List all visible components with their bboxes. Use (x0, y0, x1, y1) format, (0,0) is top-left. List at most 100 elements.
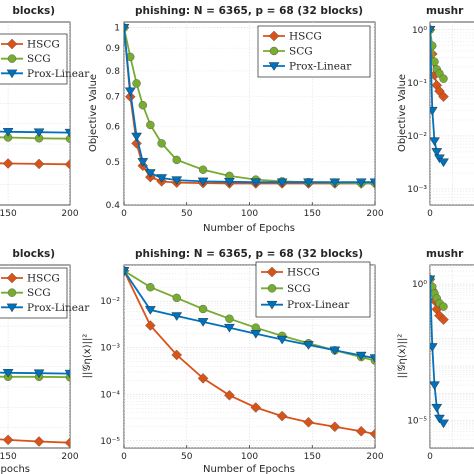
data-point-prox-linear (250, 178, 262, 188)
legend-label: Prox-Linear (27, 68, 90, 80)
axes-box (429, 21, 474, 206)
data-point-prox-linear (224, 323, 235, 333)
x-tick-label: 150 (304, 209, 321, 219)
y-tick-label: 0.7 (106, 93, 120, 103)
x-tick-label: 0 (427, 209, 433, 219)
data-point-prox-linear (430, 137, 440, 146)
data-point-scg (65, 134, 70, 143)
data-point-hscg (171, 349, 182, 361)
legend-label: HSCG (27, 273, 60, 285)
x-tick-label: 150 (0, 209, 17, 219)
y-tick-label: 10⁰ (412, 26, 427, 36)
legend-marker (6, 303, 18, 313)
data-point-prox-linear (144, 306, 156, 315)
data-point-prox-linear (2, 128, 14, 137)
y-tick-label: 10⁻⁵ (100, 437, 120, 447)
panel-phishing-objective: 0 50 100 150 200 0.4 0.5 0.6 0.7 0.8 0.9 1 phishing:… (88, 5, 384, 234)
data-point-hscg (64, 159, 70, 170)
data-point-hscg (276, 410, 288, 422)
x-tick-label: 50 (181, 452, 193, 462)
x-tick-label: 0 (121, 452, 127, 462)
x-tick-label: 150 (304, 452, 321, 462)
data-point-prox-linear (434, 414, 445, 424)
data-point-prox-linear (224, 178, 235, 187)
x-tick-label: 200 (61, 452, 78, 462)
legend-marker (266, 266, 278, 278)
legend-label: SCG (289, 46, 313, 58)
data-point-scg (172, 293, 181, 303)
data-point-prox-linear (137, 158, 149, 167)
data-point-prox-linear (355, 178, 367, 188)
x-tick-label: 100 (241, 452, 258, 462)
legend-marker (267, 284, 277, 293)
data-point-prox-linear (171, 176, 183, 185)
panel-mushrooms-objective: 0 10⁻³ 10⁻² 10⁻¹ 10⁰ mushr Objective Value (397, 5, 474, 219)
data-point-prox-linear (144, 169, 156, 178)
x-tick-label: 150 (0, 452, 17, 462)
data-point-prox-linear (171, 312, 183, 321)
y-tick-label: 10⁻² (407, 132, 427, 142)
data-point-prox-linear (33, 369, 45, 379)
data-point-scg (225, 314, 234, 323)
panel-title: mushr (426, 248, 464, 260)
legend: HSCG SCG Prox-Linear (257, 25, 371, 78)
data-point-hscg (145, 320, 156, 331)
y-axis-label: ||𝒢η(x)||² (397, 334, 408, 379)
series-group (430, 24, 449, 168)
panel-phishing-gradient: 0 50 100 150 200 10⁻⁵ 10⁻⁴ 10⁻³ 10⁻² phishing: N … (82, 248, 384, 474)
x-tick-label: 50 (181, 209, 193, 219)
data-point-hscg (2, 158, 14, 169)
legend-marker (6, 272, 18, 284)
x-axis-label: Number of Epochs (203, 223, 295, 234)
data-point-scg (157, 139, 166, 148)
data-point-scg (172, 155, 181, 165)
x-tick-label: 100 (241, 209, 258, 219)
data-point-hscg (438, 91, 449, 102)
data-point-hscg (369, 428, 375, 440)
legend-label: SCG (287, 283, 311, 295)
data-point-hscg (33, 436, 45, 447)
legend-label: Prox-Linear (289, 61, 352, 73)
data-point-hscg (250, 402, 262, 413)
y-tick-label: 0.5 (106, 158, 120, 168)
x-tick-label: 200 (366, 209, 383, 219)
data-point-hscg (438, 314, 449, 325)
data-point-scg (439, 74, 448, 83)
y-tick-label: 10⁻⁴ (100, 390, 120, 400)
y-tick-label: 0.4 (106, 201, 121, 211)
y-tick-label: 10⁻¹ (407, 79, 427, 89)
y-axis-label: Objective Value (88, 74, 99, 152)
y-tick-label: 10⁰ (412, 280, 427, 290)
x-tick-label: 0 (121, 209, 127, 219)
panel-title: phishing: N = 6365, p = 68 (32 blocks) (135, 248, 363, 260)
x-tick-label: 200 (366, 452, 383, 462)
panel-left-top: 150 200 blocks) HSCG SCG Prox-Linear (0, 5, 90, 219)
data-point-prox-linear (431, 403, 443, 413)
series-group (124, 22, 375, 189)
data-point-prox-linear (303, 178, 314, 188)
data-point-prox-linear (430, 381, 440, 391)
data-point-prox-linear (329, 178, 341, 188)
data-point-hscg (33, 158, 45, 170)
data-point-prox-linear (250, 330, 262, 339)
data-point-prox-linear (431, 148, 443, 157)
data-point-prox-linear (369, 178, 375, 188)
data-point-prox-linear (124, 267, 130, 276)
y-axis-label: ||𝒢η(x)||² (82, 334, 93, 379)
data-point-prox-linear (369, 354, 375, 363)
legend-marker (6, 69, 18, 79)
data-point-prox-linear (124, 87, 136, 97)
legend-label: Prox-Linear (287, 299, 350, 311)
y-tick-label: 1 (114, 24, 120, 34)
data-point-prox-linear (276, 335, 288, 345)
data-point-prox-linear (355, 351, 367, 361)
data-point-scg (430, 41, 437, 50)
data-point-prox-linear (64, 369, 70, 379)
legend-label: SCG (27, 287, 51, 299)
data-point-prox-linear (156, 174, 168, 183)
data-point-scg (198, 304, 208, 314)
data-point-scg (439, 302, 448, 311)
data-point-hscg (329, 421, 341, 433)
data-point-prox-linear (430, 106, 438, 116)
